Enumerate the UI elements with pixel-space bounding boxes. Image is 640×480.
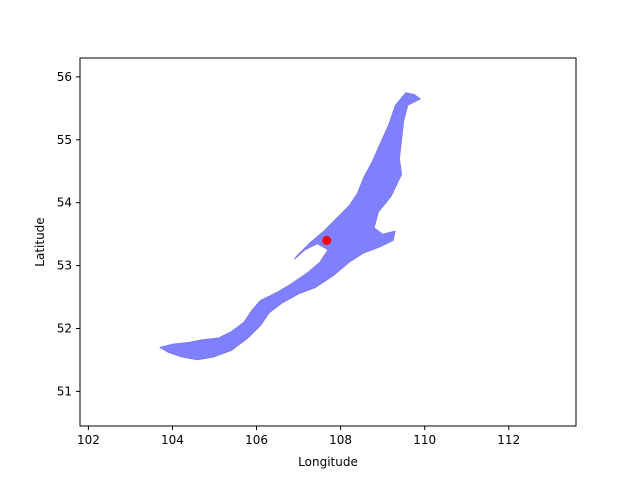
- plot-frame: [79, 57, 577, 427]
- x-tick-label: 106: [245, 433, 268, 447]
- x-tick-label: 104: [161, 433, 184, 447]
- points-layer: [322, 235, 332, 245]
- y-tick-label: 53: [57, 259, 72, 273]
- y-axis-ticks: 51 52 53 54 55 56: [57, 70, 80, 398]
- lake-layer: [159, 92, 421, 361]
- lake-baikal-shape: [159, 92, 421, 361]
- location-point: [322, 235, 332, 245]
- x-axis-label: Longitude: [298, 455, 358, 469]
- x-tick-label: 110: [413, 433, 436, 447]
- x-axis-ticks: 102 104 106 108 110 112: [77, 426, 520, 447]
- y-tick-label: 55: [57, 133, 72, 147]
- y-tick-label: 51: [57, 384, 72, 398]
- x-tick-label: 102: [77, 433, 100, 447]
- y-tick-label: 54: [57, 196, 72, 210]
- x-tick-label: 112: [497, 433, 520, 447]
- x-tick-label: 108: [329, 433, 352, 447]
- y-tick-label: 56: [57, 70, 72, 84]
- y-tick-label: 52: [57, 321, 72, 335]
- y-axis-label: Latitude: [33, 217, 47, 266]
